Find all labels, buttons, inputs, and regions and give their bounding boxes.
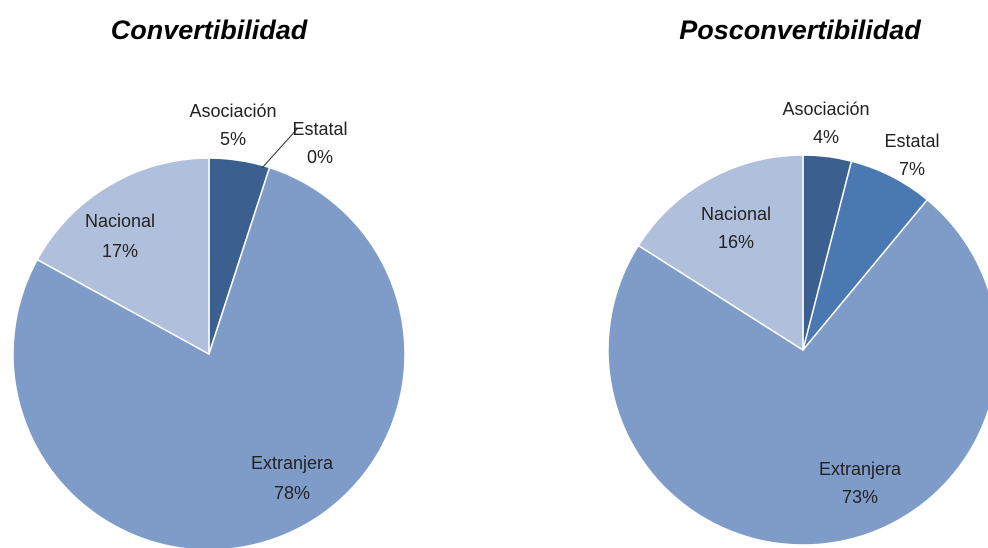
slice-value: 16% [718,232,754,252]
slice-label: Extranjera [251,453,334,473]
chart-title: Posconvertibilidad [679,15,921,45]
slice-value: 5% [220,129,246,149]
slice-value: 4% [813,127,839,147]
leader-line [261,127,299,169]
pie-slice [607,198,988,546]
slice-value: 73% [842,487,878,507]
chart-title: Convertibilidad [111,15,308,45]
slice-label: Estatal [884,131,939,151]
slice-value: 7% [899,159,925,179]
pie-slice [36,157,210,356]
pie-slice [637,154,804,352]
pie-slice [12,166,406,548]
slice-label: Asociación [189,101,276,121]
slice-label: Extranjera [819,459,902,479]
slice-label: Asociación [782,99,869,119]
slice-label: Nacional [701,204,771,224]
slice-value: 17% [102,241,138,261]
slice-value: 0% [307,147,333,167]
slice-label: Nacional [85,211,155,231]
slice-value: 78% [274,483,310,503]
slice-label: Estatal [292,119,347,139]
